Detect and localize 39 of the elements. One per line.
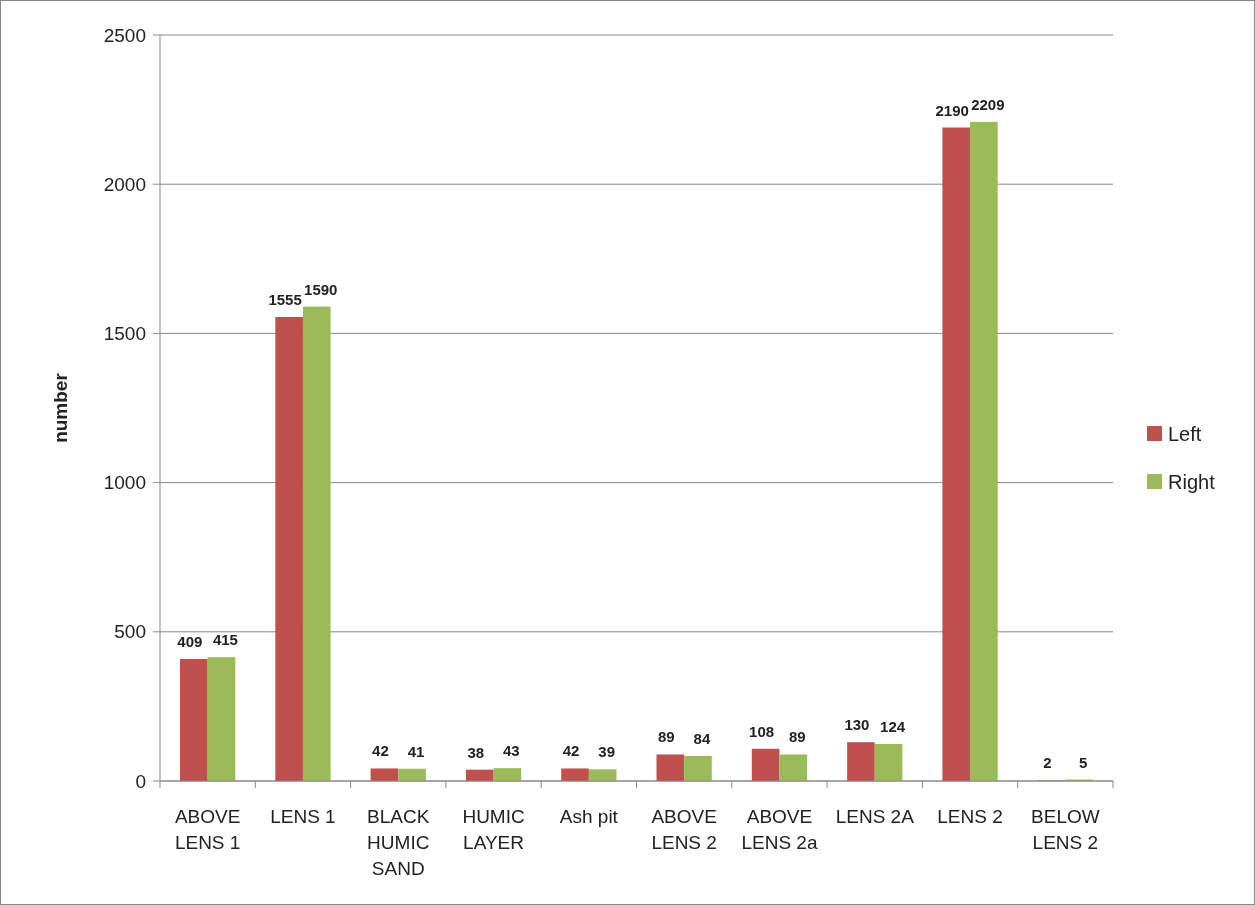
data-label: 89 bbox=[657, 728, 675, 746]
data-label: 89 bbox=[788, 728, 806, 746]
x-tick-label: ABOVE LENS 2 bbox=[651, 806, 717, 853]
x-tick-label: Ash pit bbox=[559, 806, 619, 827]
data-label: 415 bbox=[212, 631, 238, 649]
y-tick-label: 2500 bbox=[103, 24, 146, 46]
data-label: 2 bbox=[1043, 754, 1052, 772]
data-label: 130 bbox=[844, 716, 870, 734]
legend-label: Left bbox=[1168, 423, 1202, 445]
y-tick-label: 500 bbox=[114, 621, 146, 643]
data-label: 2190 bbox=[935, 101, 969, 119]
x-tick-label: ABOVE LENS 1 bbox=[174, 806, 241, 853]
data-label: 108 bbox=[749, 722, 775, 740]
data-label: 5 bbox=[1079, 753, 1088, 771]
data-label: 38 bbox=[467, 743, 485, 761]
x-tick-label: HUMIC LAYER bbox=[462, 806, 525, 853]
y-tick-label: 0 bbox=[135, 770, 146, 792]
data-label: 1555 bbox=[268, 290, 302, 308]
data-label: 409 bbox=[177, 632, 203, 650]
y-tick-label: 1000 bbox=[103, 472, 146, 494]
x-tick-label: LENS 1 bbox=[270, 806, 336, 827]
data-label: 1590 bbox=[304, 280, 338, 298]
data-label: 39 bbox=[598, 743, 616, 761]
data-label: 41 bbox=[407, 742, 425, 760]
data-label: 43 bbox=[503, 742, 520, 760]
y-tick-label: 1500 bbox=[103, 323, 146, 345]
x-tick-label: BELOW LENS 2 bbox=[1031, 806, 1100, 853]
data-label: 2209 bbox=[971, 95, 1005, 113]
data-label: 42 bbox=[562, 742, 580, 760]
data-label: 84 bbox=[693, 729, 711, 747]
x-tick-label: LENS 2 bbox=[937, 806, 1003, 827]
data-label: 42 bbox=[372, 742, 389, 760]
x-tick-label: LENS 2A bbox=[835, 806, 915, 827]
x-tick-label: ABOVE LENS 2a bbox=[741, 806, 818, 853]
y-axis-title: number bbox=[50, 372, 71, 443]
y-tick-label: 2000 bbox=[103, 173, 146, 195]
legend-label: Right bbox=[1168, 471, 1216, 493]
x-tick-label: BLACK HUMIC SAND bbox=[367, 806, 430, 879]
data-label: 124 bbox=[880, 718, 906, 735]
